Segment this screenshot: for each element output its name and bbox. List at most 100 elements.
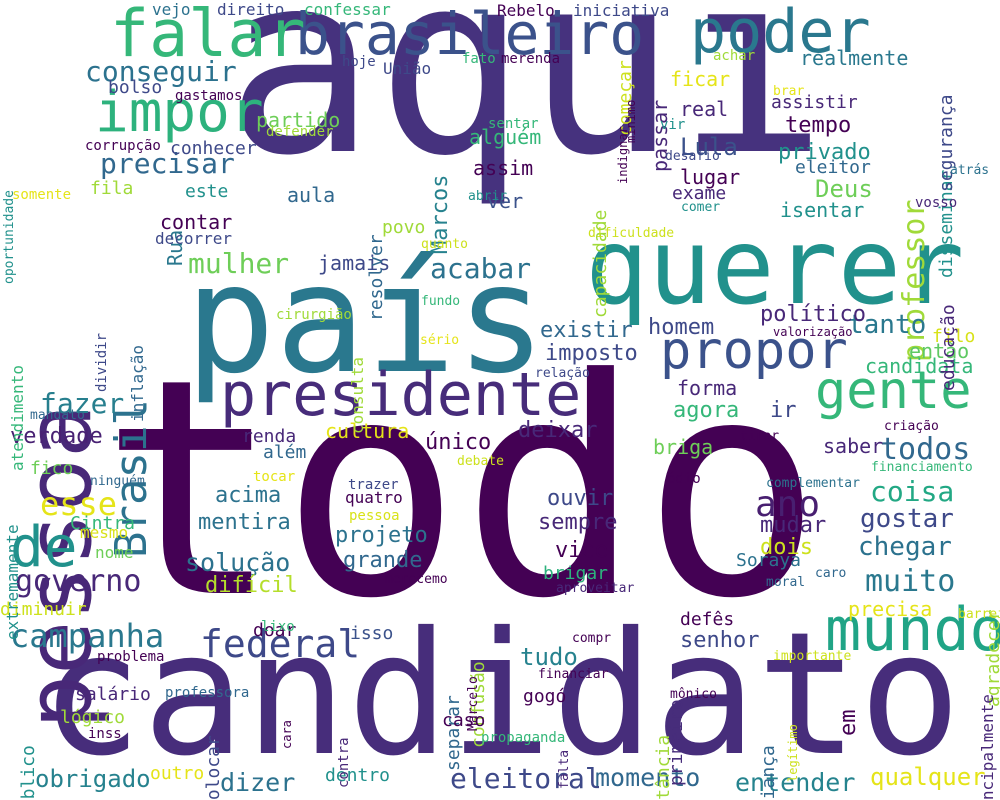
cloud-word: eleitoral <box>450 762 602 795</box>
cloud-word: isentar <box>780 198 865 222</box>
cloud-word: outro <box>150 763 205 784</box>
cloud-word: campanha <box>10 617 165 655</box>
cloud-word: Rebelo <box>497 1 555 20</box>
cloud-word: falta <box>557 749 572 789</box>
cloud-word: resolver <box>366 234 387 322</box>
cloud-word: conseguir <box>85 55 237 88</box>
cloud-word: ouvir <box>547 486 614 511</box>
cloud-word: comer <box>681 200 721 215</box>
cloud-word: ficar <box>670 67 731 91</box>
cloud-word: conhecer <box>170 138 257 159</box>
cloud-word: acima <box>215 483 282 508</box>
cloud-word: assistir <box>771 92 858 113</box>
cloud-word: lixo <box>261 619 295 635</box>
cloud-word: União <box>383 59 432 78</box>
cloud-word: dentro <box>325 765 391 786</box>
cloud-word: chegar <box>858 532 952 562</box>
cloud-word: merenda <box>501 51 561 67</box>
cloud-word: mandato <box>30 408 85 423</box>
cloud-word: isso <box>350 623 394 644</box>
cloud-word: político <box>760 302 866 327</box>
cloud-word: mudar <box>760 513 827 538</box>
cloud-word: separar <box>443 694 464 771</box>
cloud-word: todos <box>880 432 971 467</box>
cloud-word: achar <box>713 48 756 64</box>
cloud-word: moral <box>766 575 806 590</box>
cloud-word: hoje <box>342 54 376 70</box>
cloud-word: somente <box>12 187 72 203</box>
cloud-word: salário <box>75 684 151 705</box>
cloud-word: corrupção <box>85 138 161 154</box>
cloud-word: tudo <box>520 643 578 671</box>
cloud-word: todo <box>100 315 823 664</box>
cloud-word: ir <box>770 398 797 423</box>
cloud-word: Marcelo <box>466 675 481 731</box>
cloud-word: qualquer <box>870 763 986 791</box>
cloud-word: oportunidade <box>2 189 17 284</box>
cloud-word: gogó <box>523 686 567 707</box>
cloud-word: gastamos <box>175 88 243 104</box>
cloud-word: cara <box>280 719 294 749</box>
cloud-word: mesmo <box>80 523 129 542</box>
cloud-word: legítimo <box>786 723 800 782</box>
cloud-word: decorrer <box>155 229 233 248</box>
cloud-word: dois <box>760 535 813 560</box>
cloud-word: quatro <box>345 488 403 507</box>
cloud-word: problema <box>97 649 165 665</box>
cloud-word: principalmente <box>978 694 997 800</box>
cloud-word: querer <box>585 206 965 328</box>
cloud-word: governo <box>15 564 142 599</box>
cloud-word: brasileiro <box>295 0 645 68</box>
cloud-word: nome <box>95 543 134 562</box>
cloud-word: brar <box>773 84 805 99</box>
cloud-word: atendimento <box>8 364 27 471</box>
cloud-word: criança <box>758 744 779 800</box>
cloud-word: verdade <box>10 424 103 449</box>
cloud-word: acabar <box>430 252 532 285</box>
cloud-word: impor <box>95 80 264 145</box>
cloud-word: imposto <box>545 341 638 366</box>
cloud-word: fila <box>90 178 134 199</box>
cloud-word: cirurgião <box>276 307 352 323</box>
cloud-word: país <box>185 233 547 407</box>
cloud-word: público <box>18 744 39 800</box>
cloud-word: assim <box>473 156 534 180</box>
cloud-word: confessar <box>304 0 391 19</box>
cloud-word: senhor <box>680 628 760 653</box>
cloud-word: agora <box>673 398 740 423</box>
cloud-word: em <box>836 709 861 737</box>
cloud-word: solução <box>185 548 291 577</box>
cloud-word: defender <box>266 124 334 140</box>
cloud-word: dividir <box>94 332 110 392</box>
cloud-word: poder <box>690 0 871 67</box>
cloud-word: importante <box>773 649 852 664</box>
cloud-word: contra <box>336 737 352 789</box>
cloud-word: momento <box>595 763 701 792</box>
cloud-word: Lula <box>680 133 738 161</box>
cloud-word: quanto <box>421 237 468 252</box>
cloud-word: aproveitar <box>556 581 635 596</box>
cloud-word: vir <box>660 117 686 133</box>
cloud-word: existir <box>540 318 633 343</box>
cloud-word: realmente <box>800 46 909 70</box>
cloud-word: compr <box>572 631 612 646</box>
cloud-word: caro <box>815 566 847 581</box>
cloud-word: muito <box>865 564 956 599</box>
cloud-word: mínimo <box>624 99 638 144</box>
cloud-word: fico <box>30 458 74 479</box>
cloud-word: além <box>263 442 307 463</box>
cloud-word: mônico <box>670 687 717 702</box>
cloud-word: pessoa <box>349 508 400 524</box>
cloud-word: dificuldade <box>588 226 675 241</box>
cloud-word: homem <box>648 315 715 340</box>
cloud-word: Soraya <box>736 550 802 571</box>
cloud-word: inss <box>88 726 122 742</box>
cloud-word: valorização <box>773 325 853 339</box>
cloud-word: iniciativa <box>573 1 670 20</box>
cloud-word: sentar <box>488 116 539 132</box>
cloud-word: forma <box>677 376 738 400</box>
cloud-word: sempre <box>538 510 618 535</box>
cloud-word: povo <box>382 217 426 238</box>
cloud-word: briga <box>653 435 714 459</box>
cloud-word: fundo <box>421 294 461 309</box>
